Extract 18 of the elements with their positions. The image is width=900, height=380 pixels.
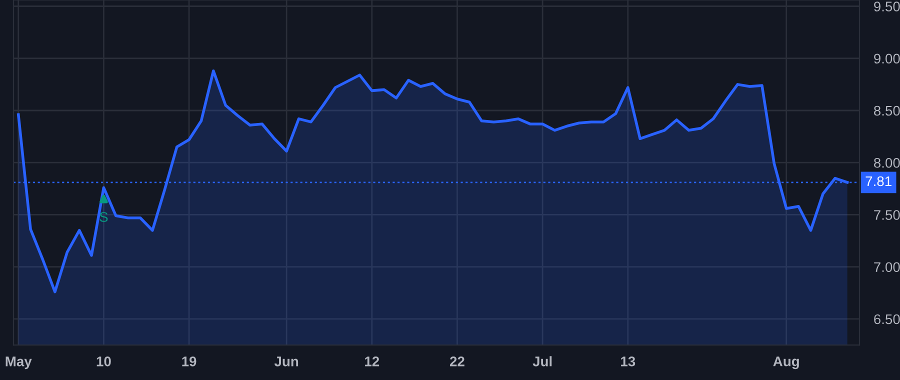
y-tick-label: 8.00 [874,158,900,168]
annotation: S [100,212,108,222]
x-tick-label: 22 [450,356,464,366]
y-tick-label: 6.50 [874,314,900,324]
x-tick-label: 12 [365,356,380,366]
x-tick-label: Jun [274,356,298,366]
x-tick-label: May [6,356,32,370]
x-tick-label: 10 [96,356,111,366]
y-tick-label: 7.00 [874,262,900,272]
x-tick-label: Aug [773,356,799,370]
y-tick-label: 8.50 [874,106,900,116]
x-tick-label: 13 [621,356,636,366]
x-tick-label: 19 [182,356,196,366]
y-tick-label: 7.50 [874,210,900,220]
ref-line-label: 7.81 [866,176,892,186]
y-tick-label: 9.50 [874,2,900,12]
x-tick-label: Jul [532,356,552,366]
y-tick-label: 9.00 [874,54,900,64]
